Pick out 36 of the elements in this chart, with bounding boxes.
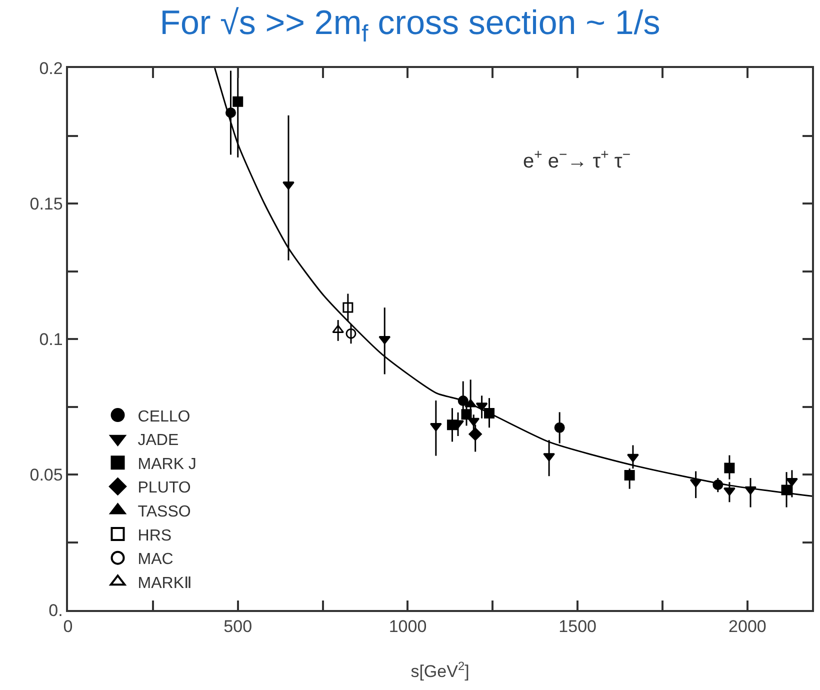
point	[332, 324, 344, 334]
point	[724, 487, 736, 496]
x-tick-label: 500	[224, 617, 252, 636]
legend-label: CELLO	[138, 408, 190, 426]
y-tick-label: 0.05	[30, 465, 63, 484]
legend-label: MARK J	[138, 456, 196, 473]
point	[786, 478, 798, 486]
point	[342, 302, 354, 313]
point	[232, 96, 244, 107]
point	[624, 470, 635, 481]
y-tick-label: 0.1	[39, 330, 63, 349]
point	[724, 462, 735, 474]
x-tick-label: 1500	[558, 617, 597, 636]
point	[627, 454, 639, 462]
chart-title: For √s >> 2m$_{f}$ cross section ~ 1/s	[160, 4, 660, 48]
point	[554, 422, 565, 433]
legend-label: HRS	[138, 527, 172, 544]
x-tick-label: 2000	[728, 617, 766, 636]
legend-label: JADE	[138, 432, 179, 450]
x-tick-label: 0	[63, 617, 73, 636]
legend-label: MARKⅡ	[138, 574, 192, 592]
legend-label: TASSO	[138, 504, 191, 520]
y-tick-label: 0.2	[39, 58, 63, 78]
legend-label: MAC	[138, 551, 174, 568]
annotation: e$^{+}$ e$^{−}$→ τ$^{+}$ τ$^{−}$	[523, 146, 630, 172]
point	[468, 428, 482, 441]
point	[430, 422, 442, 432]
y-tick-label: 0.	[48, 600, 63, 620]
point	[543, 453, 555, 462]
x-tick-label: 1000	[388, 617, 427, 636]
point	[346, 328, 356, 339]
y-tick-label: 0.15	[30, 194, 63, 214]
point	[282, 182, 294, 190]
legend-label: PLUTO	[138, 480, 191, 497]
x-axis-title: s[GeV$^{2}$]	[410, 658, 470, 682]
point	[446, 420, 458, 430]
